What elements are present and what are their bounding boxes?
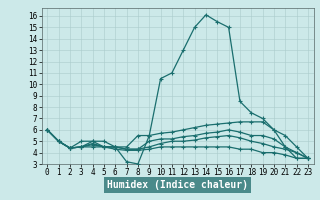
- X-axis label: Humidex (Indice chaleur): Humidex (Indice chaleur): [107, 180, 248, 190]
